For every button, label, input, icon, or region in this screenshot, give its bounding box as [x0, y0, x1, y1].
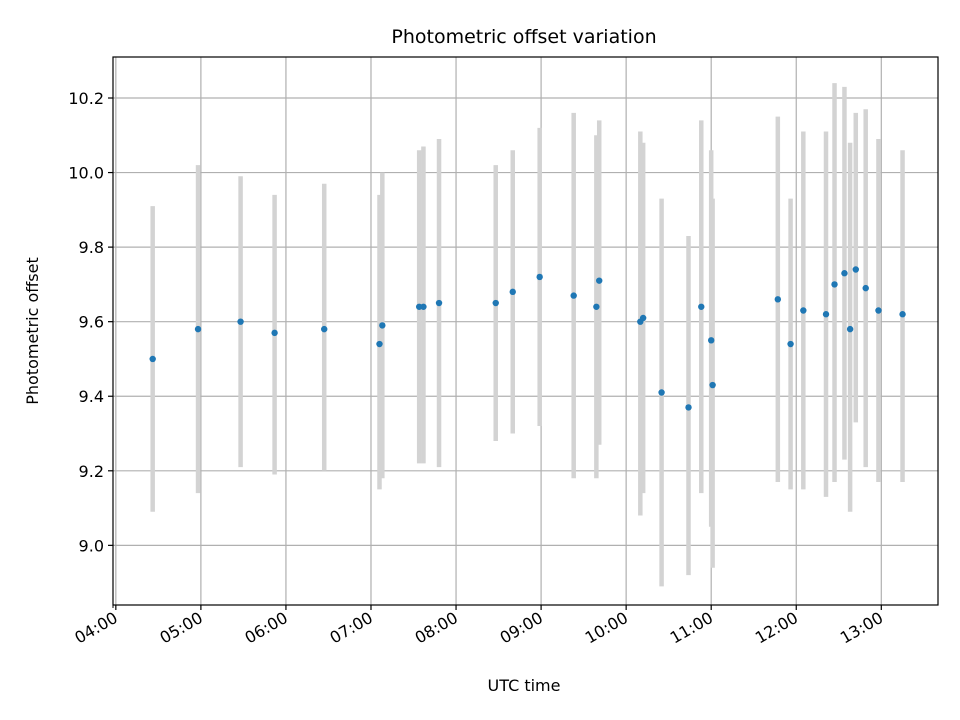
x-tick-label: 09:00	[497, 608, 546, 648]
plot-frame	[112, 56, 939, 606]
data-point	[787, 340, 794, 348]
data-point	[420, 303, 427, 310]
data-point	[321, 325, 328, 333]
y-tick-label: 9.8	[79, 238, 104, 257]
data-point	[570, 292, 577, 299]
data-point	[862, 284, 869, 292]
x-tick-label: 05:00	[156, 608, 205, 648]
data-points	[149, 266, 906, 411]
x-tick-label: 06:00	[242, 608, 291, 648]
x-tick-label: 10:00	[582, 608, 631, 648]
chart-title: Photometric offset variation	[391, 26, 656, 48]
data-point	[707, 337, 715, 344]
data-point	[698, 303, 705, 310]
data-point	[194, 325, 202, 333]
data-point	[841, 270, 848, 277]
y-tick-label: 9.0	[79, 536, 104, 555]
y-tick-label: 10.2	[68, 89, 104, 108]
data-point	[593, 303, 600, 310]
data-point	[271, 329, 278, 337]
x-axis-label: UTC time	[488, 676, 561, 695]
x-axis-ticks: 04:00 05:00 06:00 07:00 08:00 09:00 10:00 11:00…	[71, 605, 886, 648]
data-point	[509, 288, 516, 296]
y-tick-label: 9.4	[79, 387, 104, 406]
x-tick-label: 11:00	[667, 608, 716, 648]
y-tick-label: 9.2	[79, 462, 104, 481]
data-point	[639, 314, 647, 322]
data-point	[149, 355, 156, 363]
data-point	[800, 307, 807, 314]
data-point	[685, 404, 692, 411]
data-point	[435, 299, 443, 307]
y-axis-ticks: 9.0 9.2 9.4 9.6 9.8 10.0 10.2	[68, 89, 113, 555]
grid	[113, 57, 938, 605]
y-tick-label: 10.0	[68, 164, 104, 183]
x-tick-label: 13:00	[837, 608, 886, 648]
data-point	[899, 311, 906, 318]
data-point	[709, 381, 716, 389]
data-point	[596, 277, 603, 284]
data-point	[875, 307, 882, 314]
data-point	[822, 311, 830, 318]
y-tick-label: 9.6	[79, 313, 104, 332]
data-point	[831, 281, 838, 288]
data-point	[376, 340, 383, 348]
y-axis-label: Photometric offset	[23, 257, 42, 405]
data-point	[492, 299, 499, 307]
error-bars	[150, 83, 905, 587]
x-tick-label: 08:00	[412, 608, 461, 648]
x-tick-label: 12:00	[752, 608, 801, 648]
data-point	[774, 296, 782, 303]
data-point	[237, 318, 244, 325]
data-point	[852, 266, 859, 273]
data-point	[379, 322, 386, 329]
data-point	[846, 325, 854, 333]
x-tick-label: 07:00	[327, 608, 376, 648]
data-point	[658, 389, 665, 396]
x-tick-label: 04:00	[71, 608, 120, 648]
data-point	[536, 273, 543, 281]
